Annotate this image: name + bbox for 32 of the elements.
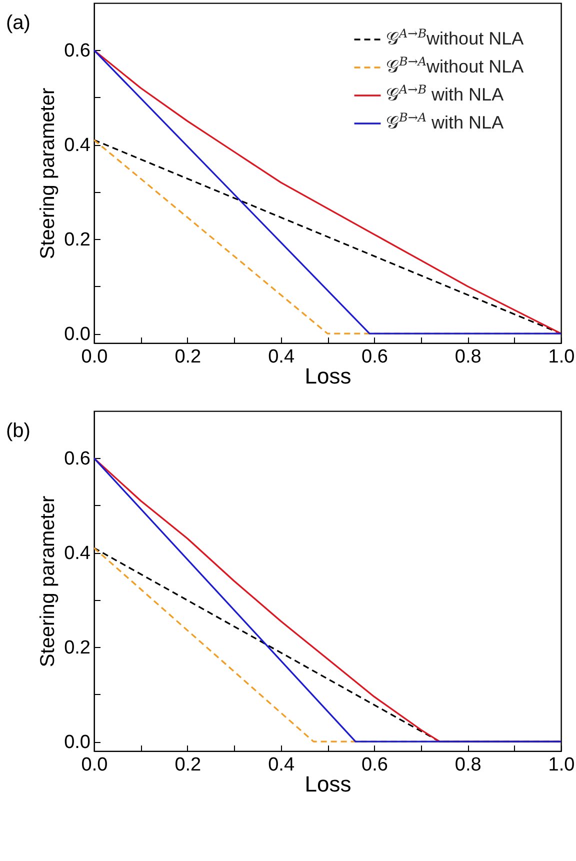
line-series [94,457,561,742]
y-tick-label: 0.6 [64,40,90,62]
chart-title: (a) [6,12,30,34]
y-tick-label: 0.0 [64,324,90,346]
x-tick-label: 0.0 [81,754,108,776]
legend-label: 𝒢$^{A→B}$ with NLA [386,82,504,104]
y-tick-label: 0.4 [64,135,91,156]
y-tick-label: 0.2 [64,230,90,251]
legend-label: 𝒢$^{A→B}$without NLA [386,26,524,48]
x-tick-label: 0.6 [361,346,388,368]
y-axis-title: Steering parameter [37,88,60,260]
x-tick-label: 0.6 [361,754,388,776]
x-tick-label: 0.0 [81,346,108,368]
chart-title: (b) [6,420,30,442]
x-tick-label: 1.0 [548,346,575,368]
legend-label: 𝒢$^{B→A}$ with NLA [386,110,504,132]
x-tick-label: 0.4 [268,346,295,368]
x-axis-title: Loss [304,364,352,388]
y-axis-title: Steering parameter [37,496,60,668]
y-tick-label: 0.4 [64,543,91,564]
x-tick-label: 0.4 [268,754,295,776]
x-tick-label: 0.8 [454,346,482,368]
x-tick-label: 0.8 [454,754,482,776]
legend-label: 𝒢$^{B→A}$without NLA [386,54,524,76]
x-tick-label: 1.0 [548,754,575,776]
y-tick-label: 0.0 [64,732,90,754]
y-tick-label: 0.6 [64,448,90,470]
y-tick-label: 0.2 [64,638,90,659]
x-tick-label: 0.2 [174,346,202,368]
x-tick-label: 0.2 [174,754,202,776]
line-series [94,49,561,334]
x-axis-title: Loss [304,772,352,796]
